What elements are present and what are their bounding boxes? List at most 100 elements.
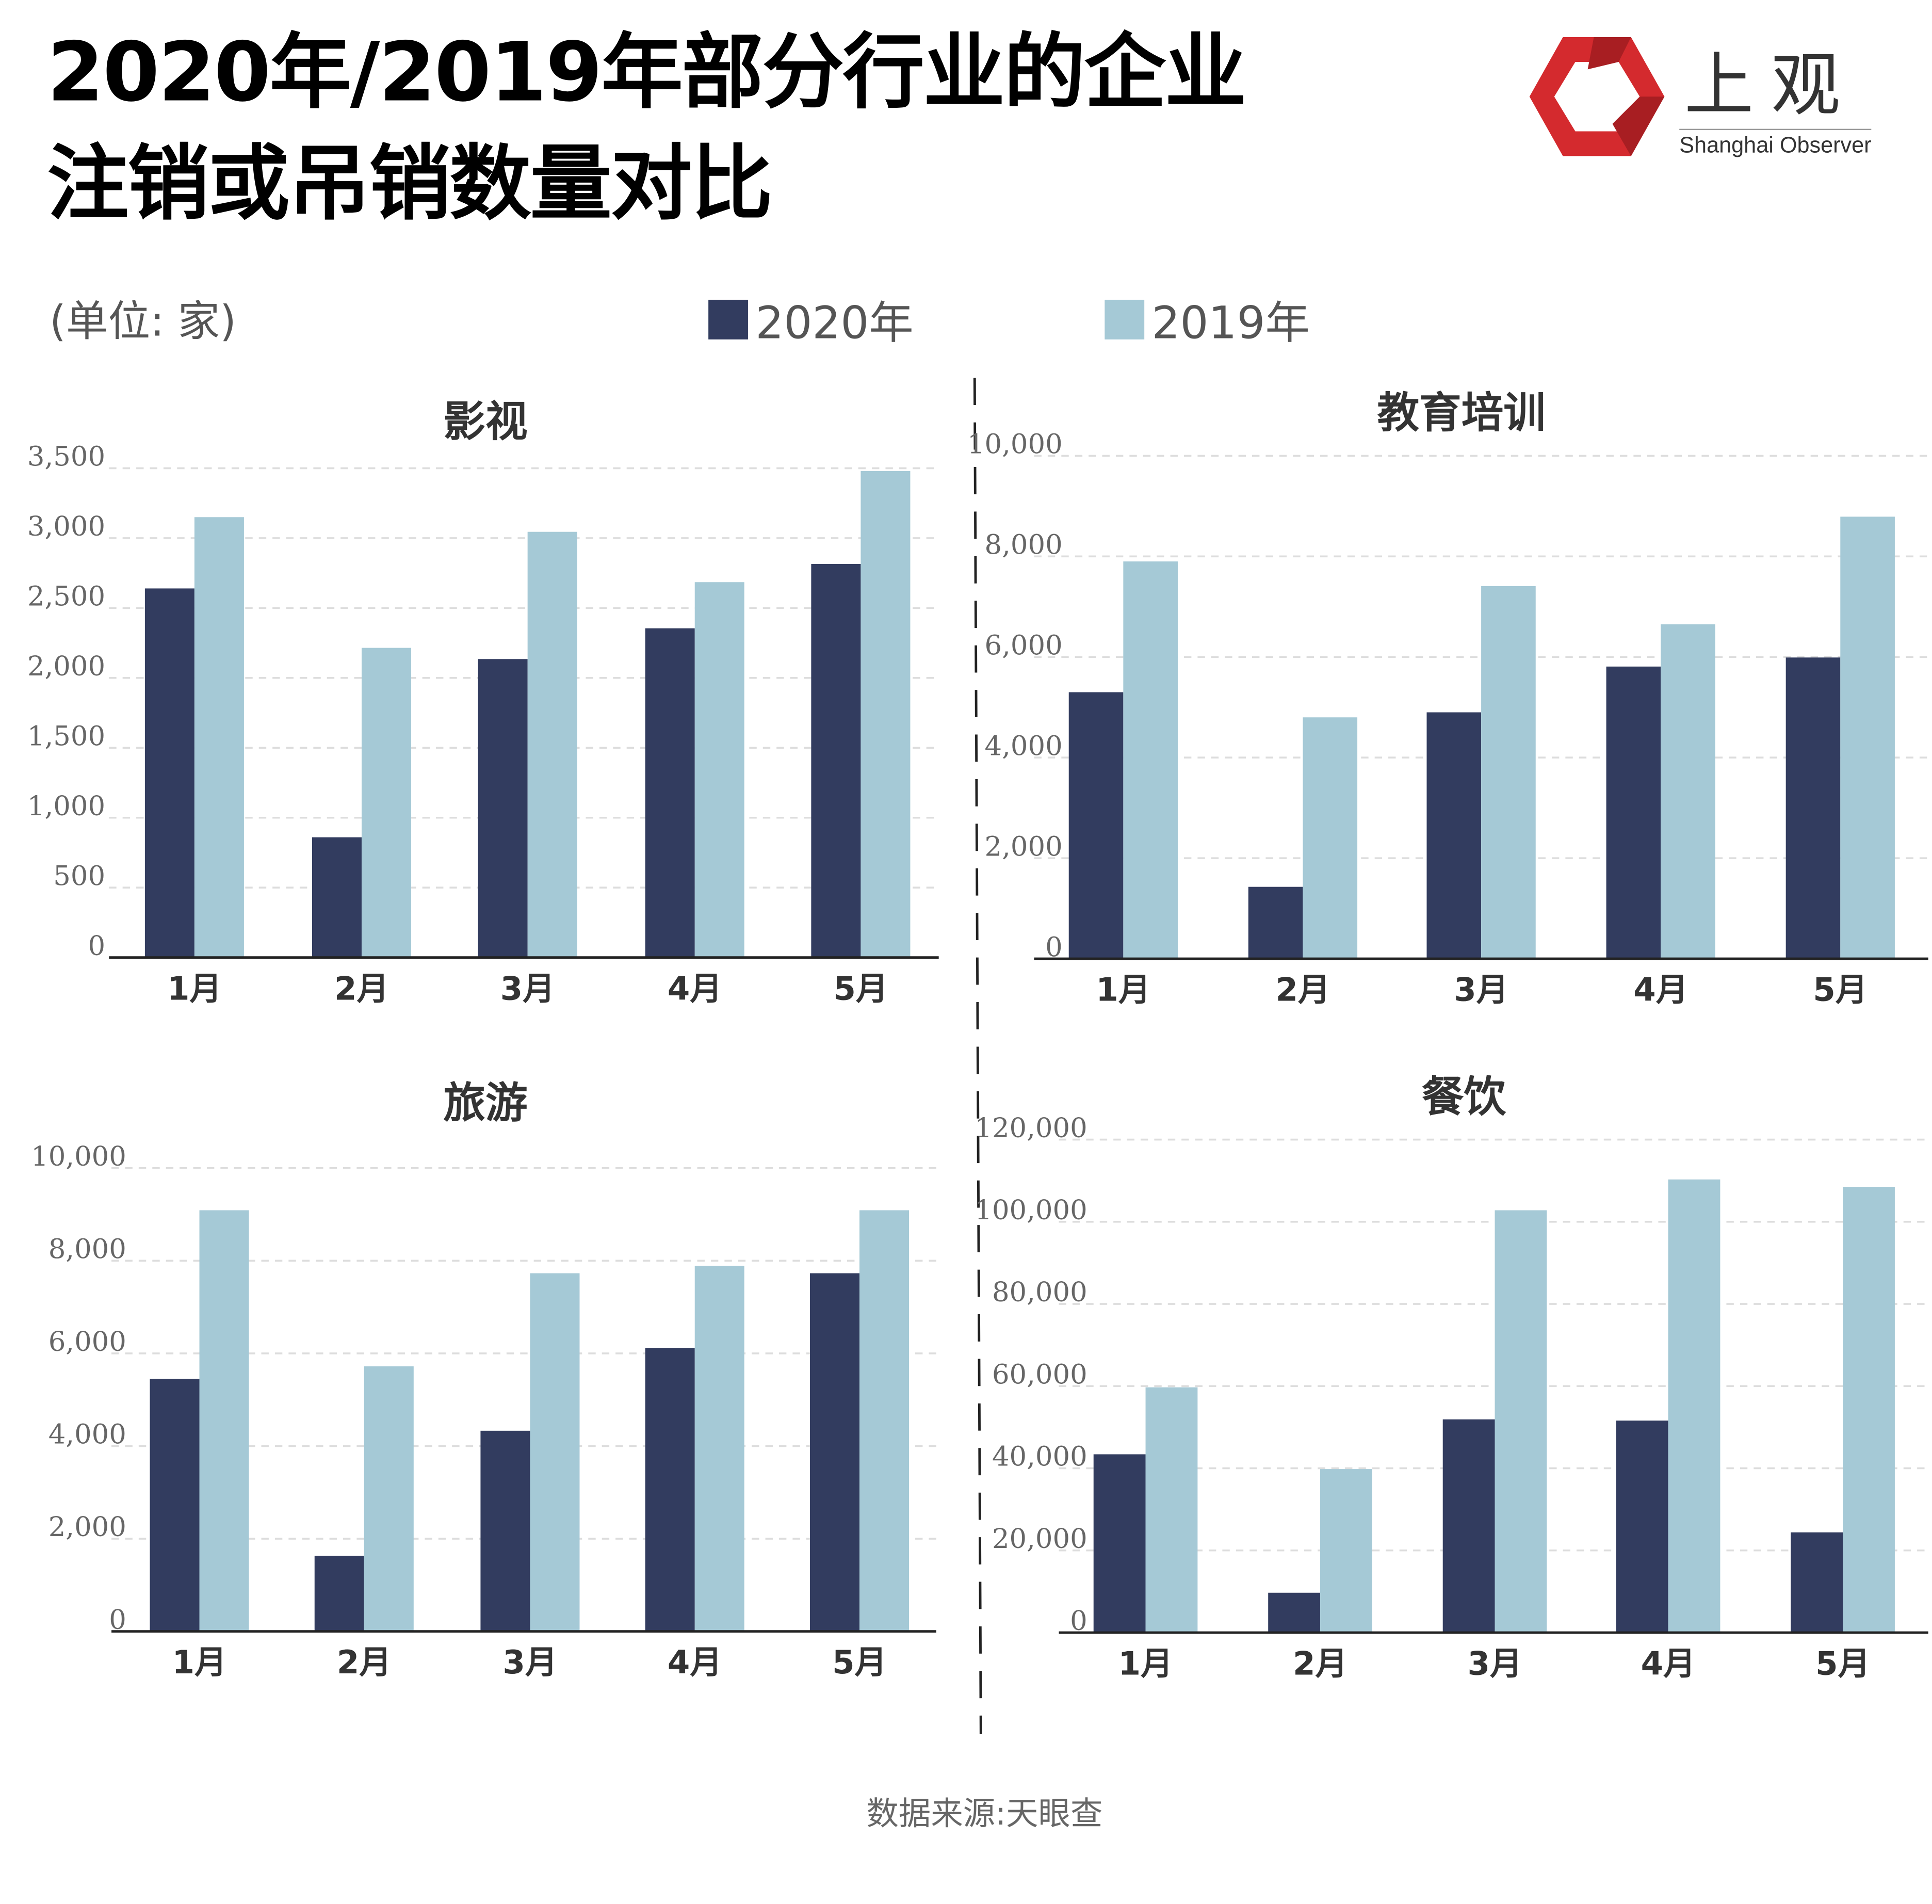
bar-2019: [364, 1366, 414, 1632]
legend-swatch: [708, 299, 748, 340]
y-tick-label: 500: [53, 860, 105, 892]
x-tick-label: 2月: [1293, 1645, 1347, 1683]
bar-2019: [859, 1210, 910, 1632]
chart-title: 教育培训: [1377, 389, 1545, 438]
y-tick-label: 2,000: [985, 831, 1063, 862]
legend-label: 2019年: [1151, 298, 1310, 349]
bar-2020: [1093, 1454, 1146, 1633]
y-tick-label: 2,500: [27, 581, 105, 612]
bar-2019: [527, 531, 577, 958]
y-tick-label: 6,000: [985, 630, 1063, 661]
bar-2019: [1481, 586, 1536, 959]
bar-2020: [1426, 712, 1482, 959]
y-tick-label: 1,000: [27, 790, 105, 822]
y-tick-label: 40,000: [992, 1441, 1087, 1473]
bar-2020: [1248, 886, 1303, 959]
x-tick-label: 4月: [668, 970, 722, 1007]
x-tick-label: 5月: [1815, 1645, 1870, 1683]
y-tick-label: 0: [88, 930, 105, 962]
logo-text-cn: 上观: [1684, 45, 1858, 126]
bar-2020: [1068, 692, 1124, 959]
bar-2020: [314, 1556, 364, 1632]
unit-label: (单位: 家): [50, 297, 237, 347]
x-tick-label: 3月: [503, 1643, 558, 1681]
legend-item-2019: 2019年: [1105, 287, 1310, 352]
bar-2019: [1668, 1179, 1720, 1633]
bar-2020: [1785, 657, 1841, 959]
bar-2019: [1495, 1210, 1547, 1633]
bar-2020: [150, 1379, 200, 1632]
page-title: 2020年/2019年部分行业的企业 注销或吊销数量对比: [47, 18, 1246, 240]
x-tick-label: 1月: [167, 970, 222, 1007]
bar-2019: [1661, 624, 1715, 959]
x-tick-label: 1月: [1118, 1645, 1173, 1683]
y-tick-label: 10,000: [31, 1141, 126, 1172]
y-tick-label: 2,000: [48, 1511, 126, 1543]
y-tick-label: 4,000: [985, 730, 1063, 762]
logo-text-en: Shanghai Observer: [1679, 128, 1872, 159]
y-tick-label: 3,500: [27, 441, 105, 473]
x-tick-label: 3月: [1454, 971, 1508, 1009]
x-tick-label: 1月: [172, 1643, 227, 1681]
panel-divider: [973, 378, 982, 1734]
source-note: 数据来源:天眼查: [866, 1796, 1103, 1833]
bar-2020: [645, 1348, 695, 1632]
x-tick-label: 1月: [1096, 971, 1150, 1009]
bar-2020: [809, 1273, 860, 1632]
shanghai-observer-logo: 上观 Shanghai Observer: [1526, 35, 1897, 158]
bar-2019: [194, 517, 244, 958]
title-line-1: 2020年/2019年部分行业的企业: [47, 25, 1246, 120]
bar-2020: [645, 628, 695, 958]
y-tick-label: 100,000: [975, 1195, 1087, 1226]
y-tick-label: 1,500: [27, 720, 105, 752]
y-tick-label: 20,000: [992, 1523, 1087, 1555]
legend-item-2020: 2020年: [708, 287, 914, 352]
bar-2020: [1606, 666, 1661, 959]
x-tick-label: 3月: [500, 970, 555, 1007]
title-line-2: 注销或吊销数量对比: [47, 136, 773, 232]
x-tick-label: 4月: [1633, 971, 1688, 1009]
bar-2020: [1616, 1421, 1668, 1633]
chart-title: 餐饮: [1422, 1072, 1506, 1121]
bar-2019: [361, 648, 411, 958]
legend-swatch: [1105, 299, 1145, 340]
y-tick-label: 60,000: [992, 1359, 1087, 1390]
x-tick-label: 5月: [832, 1643, 887, 1681]
y-tick-label: 120,000: [975, 1112, 1087, 1144]
x-tick-label: 5月: [833, 970, 888, 1007]
bar-2019: [1840, 517, 1895, 959]
bar-2020: [144, 588, 194, 958]
bar-2019: [694, 1266, 744, 1632]
y-tick-label: 4,000: [48, 1419, 126, 1450]
bar-2019: [1843, 1187, 1895, 1633]
bar-2019: [1123, 561, 1178, 959]
bar-2019: [199, 1210, 249, 1632]
y-tick-label: 3,000: [27, 511, 105, 542]
bar-2019: [1303, 717, 1358, 959]
x-tick-label: 3月: [1468, 1645, 1522, 1683]
y-tick-label: 8,000: [48, 1234, 126, 1265]
bar-2020: [480, 1430, 530, 1632]
y-tick-label: 6,000: [48, 1326, 126, 1358]
logo-hexagon-icon: [1529, 37, 1665, 156]
bar-2020: [1791, 1532, 1843, 1633]
y-tick-label: 2,000: [27, 651, 105, 682]
y-tick-label: 10,000: [967, 429, 1063, 460]
chart-title: 影视: [443, 397, 527, 446]
bar-2019: [1145, 1387, 1198, 1633]
x-tick-label: 2月: [334, 970, 389, 1007]
x-tick-label: 2月: [1276, 971, 1330, 1009]
chart-title: 旅游: [443, 1078, 527, 1127]
legend-label: 2020年: [755, 298, 914, 349]
bar-2019: [1320, 1469, 1372, 1633]
x-tick-label: 4月: [668, 1643, 722, 1681]
bar-2019: [861, 471, 911, 958]
x-tick-label: 4月: [1641, 1645, 1696, 1683]
x-tick-label: 2月: [337, 1643, 392, 1681]
bar-2019: [694, 582, 744, 958]
y-tick-label: 8,000: [985, 529, 1063, 561]
bar-2020: [1268, 1592, 1321, 1633]
x-tick-label: 5月: [1813, 971, 1868, 1009]
